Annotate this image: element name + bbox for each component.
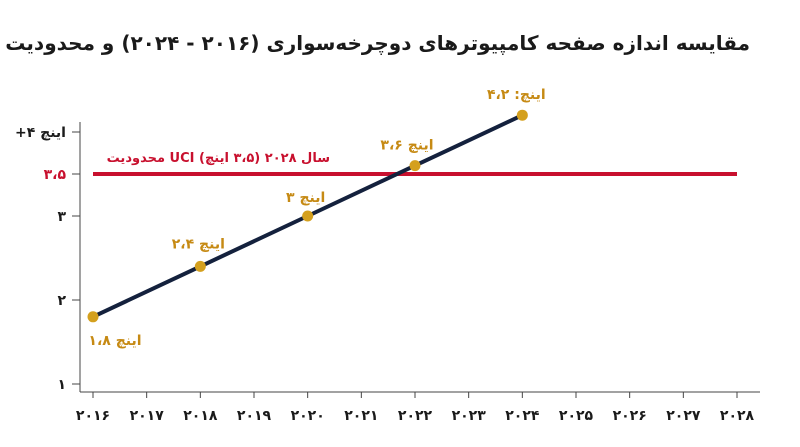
x-tick-label: ۲۰۱۷ (130, 408, 165, 424)
data-point (302, 210, 314, 222)
x-tick-label: ۲۰۱۶ (76, 408, 110, 424)
x-tick-label: ۲۰۲۰ (291, 408, 325, 424)
axes: ۱ ۲ ۳ ۳،۵ +۴ اینچ ۲۰۱۶ ۲۰۱۷ ۲۰۱۸ ۲۰۱۹ ۲۰۲۰ ۲۰۲۱ ۲۰۲… (15, 122, 760, 424)
x-tick-label: ۲۰۲۶ (613, 408, 647, 424)
x-tick-label: ۲۰۲۲ (398, 408, 433, 424)
x-tick-label: ۲۰۲۵ (559, 408, 594, 424)
series-group: ۱،۸ اینچ ۲،۴ اینچ ۳ اینچ ۳،۶ اینچ ۴،۲ :اینچ (87, 87, 546, 349)
data-point (516, 109, 528, 121)
data-point (87, 311, 99, 323)
y-tick-label: ۳،۵ (44, 167, 67, 183)
x-tick-label: ۲۰۱۸ (183, 408, 218, 424)
data-point-label: ۲،۴ اینچ (172, 236, 225, 252)
y-tick-label: ۳ (57, 209, 66, 225)
data-point (409, 160, 421, 172)
chart-title: مقایسه اندازه صفحه کامپیوترهای دوچرخه‌سو… (0, 31, 750, 56)
y-tick-label: ۲ (57, 293, 66, 309)
x-tick-label: ۲۰۲۷ (666, 408, 701, 424)
x-tick-label: ۲۰۲۱ (344, 408, 378, 424)
x-tick-label: ۲۰۲۳ (452, 408, 487, 424)
data-point (194, 260, 206, 272)
y-tick-label: ۱ (57, 377, 66, 393)
uci-limit-label: محدودیت UCI سال ۲۰۲۸ (۳،۵ اینچ) (107, 151, 330, 166)
x-tick-label: ۲۰۱۹ (237, 408, 272, 424)
y-tick-label: +۴ اینچ (15, 125, 66, 141)
data-point-label: ۱،۸ اینچ (88, 333, 141, 349)
x-tick-label: ۲۰۲۸ (720, 408, 755, 424)
data-point-label: ۳ اینچ (286, 190, 325, 206)
data-point-label: ۳،۶ اینچ (380, 138, 433, 154)
data-point-label: ۴،۲ :اینچ (487, 87, 546, 103)
reference-line-group: محدودیت UCI سال ۲۰۲۸ (۳،۵ اینچ) (93, 151, 737, 176)
x-tick-label: ۲۰۲۴ (505, 408, 540, 424)
